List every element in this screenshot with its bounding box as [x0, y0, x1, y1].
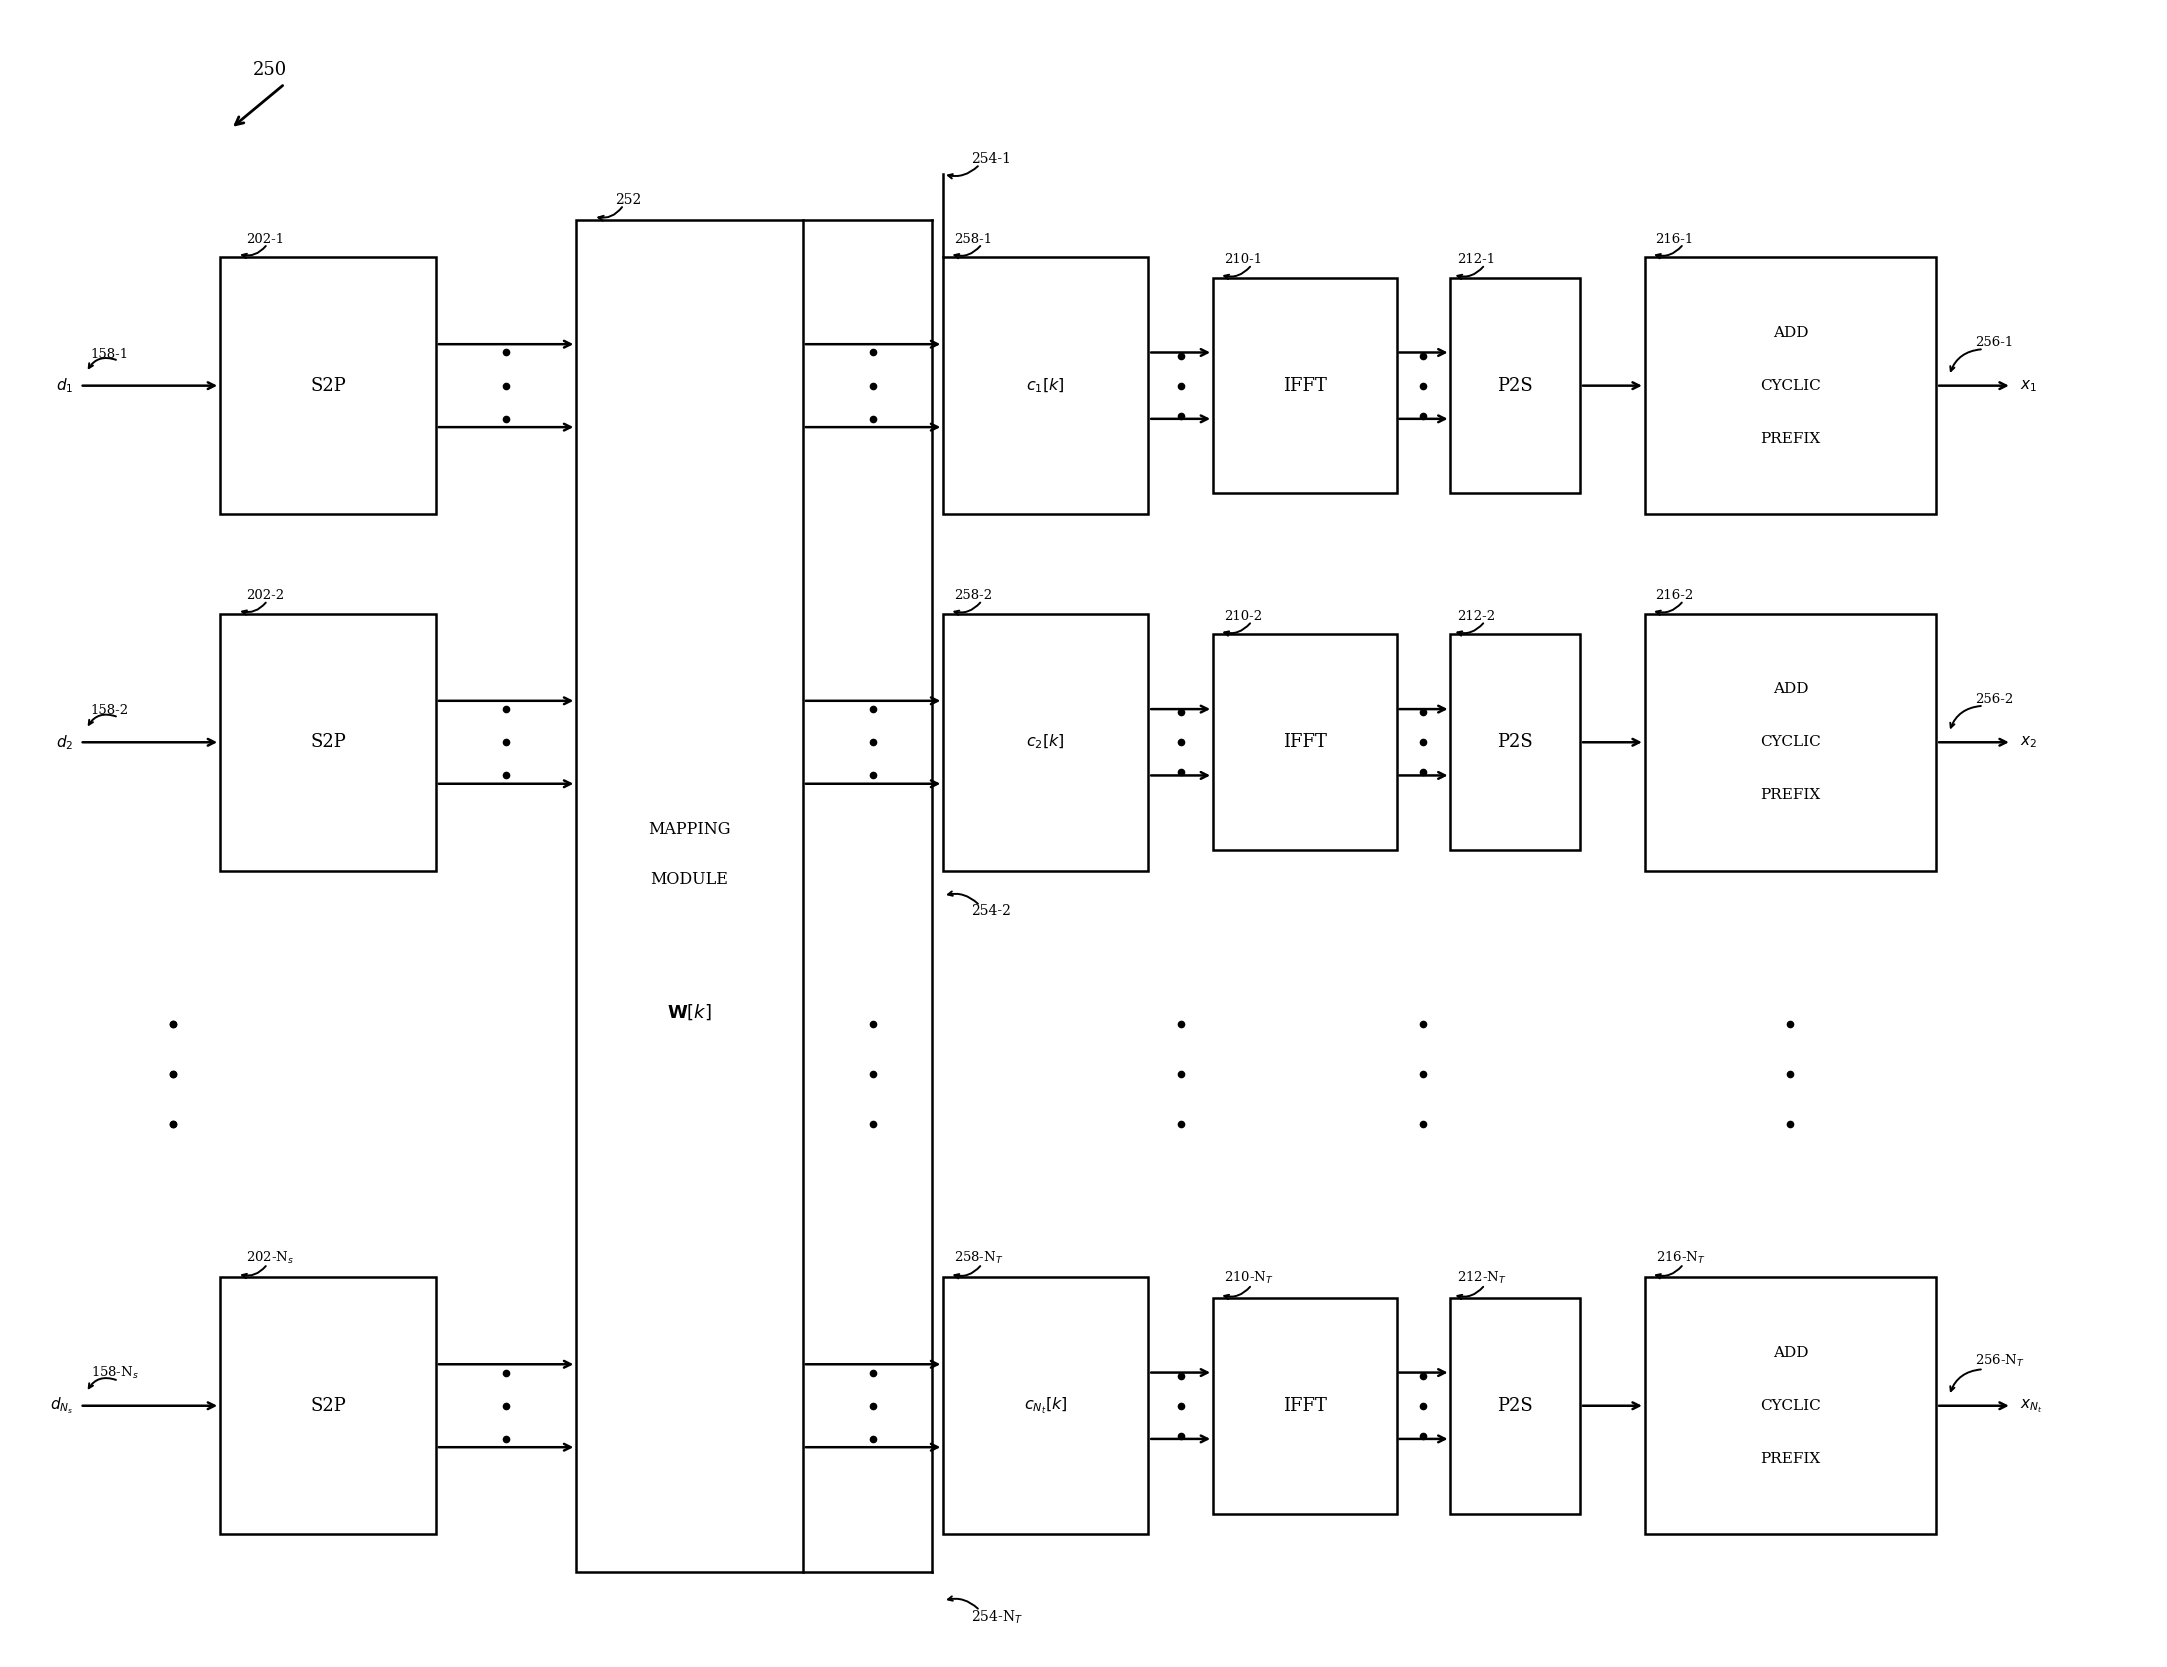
Text: 250: 250: [251, 60, 286, 78]
Text: 258-1: 258-1: [953, 232, 992, 245]
Text: 258-2: 258-2: [953, 588, 992, 602]
Text: 158-N$_s$: 158-N$_s$: [91, 1365, 139, 1380]
Text: $d_{N_s}$: $d_{N_s}$: [50, 1395, 74, 1415]
Text: MAPPING: MAPPING: [648, 820, 730, 839]
Text: $\mathbf{W}[k]$: $\mathbf{W}[k]$: [667, 1002, 713, 1022]
Text: 256-N$_T$: 256-N$_T$: [1974, 1354, 2024, 1369]
Text: 254-2: 254-2: [971, 904, 1012, 919]
Text: $x_2$: $x_2$: [2020, 735, 2037, 750]
Bar: [1214, 1299, 1396, 1514]
Bar: [576, 220, 802, 1572]
Text: 252: 252: [615, 192, 641, 207]
Bar: [1214, 278, 1396, 493]
Text: 158-2: 158-2: [91, 705, 128, 717]
Text: S2P: S2P: [310, 1397, 347, 1415]
Bar: [221, 613, 436, 870]
Text: $c_2[k]$: $c_2[k]$: [1027, 733, 1066, 752]
Bar: [1645, 613, 1935, 870]
Text: PREFIX: PREFIX: [1760, 788, 1820, 802]
Text: 216-1: 216-1: [1656, 232, 1695, 245]
Text: $c_1[k]$: $c_1[k]$: [1027, 377, 1066, 395]
Text: 210-N$_T$: 210-N$_T$: [1224, 1270, 1274, 1287]
Text: ADD: ADD: [1773, 682, 1807, 697]
Bar: [943, 257, 1149, 513]
Bar: [1645, 1277, 1935, 1534]
Text: 256-2: 256-2: [1974, 693, 2013, 705]
Text: PREFIX: PREFIX: [1760, 1452, 1820, 1465]
Text: 216-N$_T$: 216-N$_T$: [1656, 1250, 1705, 1265]
Bar: [1214, 635, 1396, 850]
Text: 202-2: 202-2: [245, 588, 284, 602]
Bar: [1450, 278, 1580, 493]
Bar: [943, 1277, 1149, 1534]
Text: 212-1: 212-1: [1456, 253, 1495, 267]
Text: 216-2: 216-2: [1656, 588, 1695, 602]
Text: 254-N$_T$: 254-N$_T$: [971, 1609, 1023, 1627]
Text: $x_{N_t}$: $x_{N_t}$: [2020, 1397, 2043, 1415]
Text: S2P: S2P: [310, 377, 347, 395]
Text: 212-N$_T$: 212-N$_T$: [1456, 1270, 1506, 1287]
Text: CYCLIC: CYCLIC: [1760, 1399, 1820, 1412]
Text: P2S: P2S: [1497, 377, 1532, 395]
Text: 258-N$_T$: 258-N$_T$: [953, 1250, 1003, 1265]
Text: 210-1: 210-1: [1224, 253, 1261, 267]
Text: ADD: ADD: [1773, 325, 1807, 340]
Bar: [1645, 257, 1935, 513]
Text: $c_{N_t}[k]$: $c_{N_t}[k]$: [1025, 1395, 1068, 1415]
Text: $d_1$: $d_1$: [56, 377, 74, 395]
Bar: [221, 257, 436, 513]
Text: 158-1: 158-1: [91, 348, 128, 360]
Text: IFFT: IFFT: [1283, 1397, 1326, 1415]
Text: MODULE: MODULE: [650, 870, 728, 887]
Text: $x_1$: $x_1$: [2020, 378, 2037, 393]
Text: 202-1: 202-1: [245, 232, 284, 245]
Text: CYCLIC: CYCLIC: [1760, 735, 1820, 748]
Text: ADD: ADD: [1773, 1345, 1807, 1360]
Text: P2S: P2S: [1497, 733, 1532, 752]
Text: 212-2: 212-2: [1456, 610, 1495, 623]
Text: 210-2: 210-2: [1224, 610, 1261, 623]
Text: CYCLIC: CYCLIC: [1760, 378, 1820, 393]
Text: $d_2$: $d_2$: [56, 733, 74, 752]
Text: PREFIX: PREFIX: [1760, 432, 1820, 445]
Bar: [1450, 635, 1580, 850]
Bar: [221, 1277, 436, 1534]
Text: 202-N$_s$: 202-N$_s$: [245, 1250, 295, 1265]
Text: IFFT: IFFT: [1283, 733, 1326, 752]
Text: P2S: P2S: [1497, 1397, 1532, 1415]
Bar: [1450, 1299, 1580, 1514]
Bar: [943, 613, 1149, 870]
Text: 254-1: 254-1: [971, 152, 1012, 167]
Text: IFFT: IFFT: [1283, 377, 1326, 395]
Text: S2P: S2P: [310, 733, 347, 752]
Text: 256-1: 256-1: [1974, 337, 2013, 348]
